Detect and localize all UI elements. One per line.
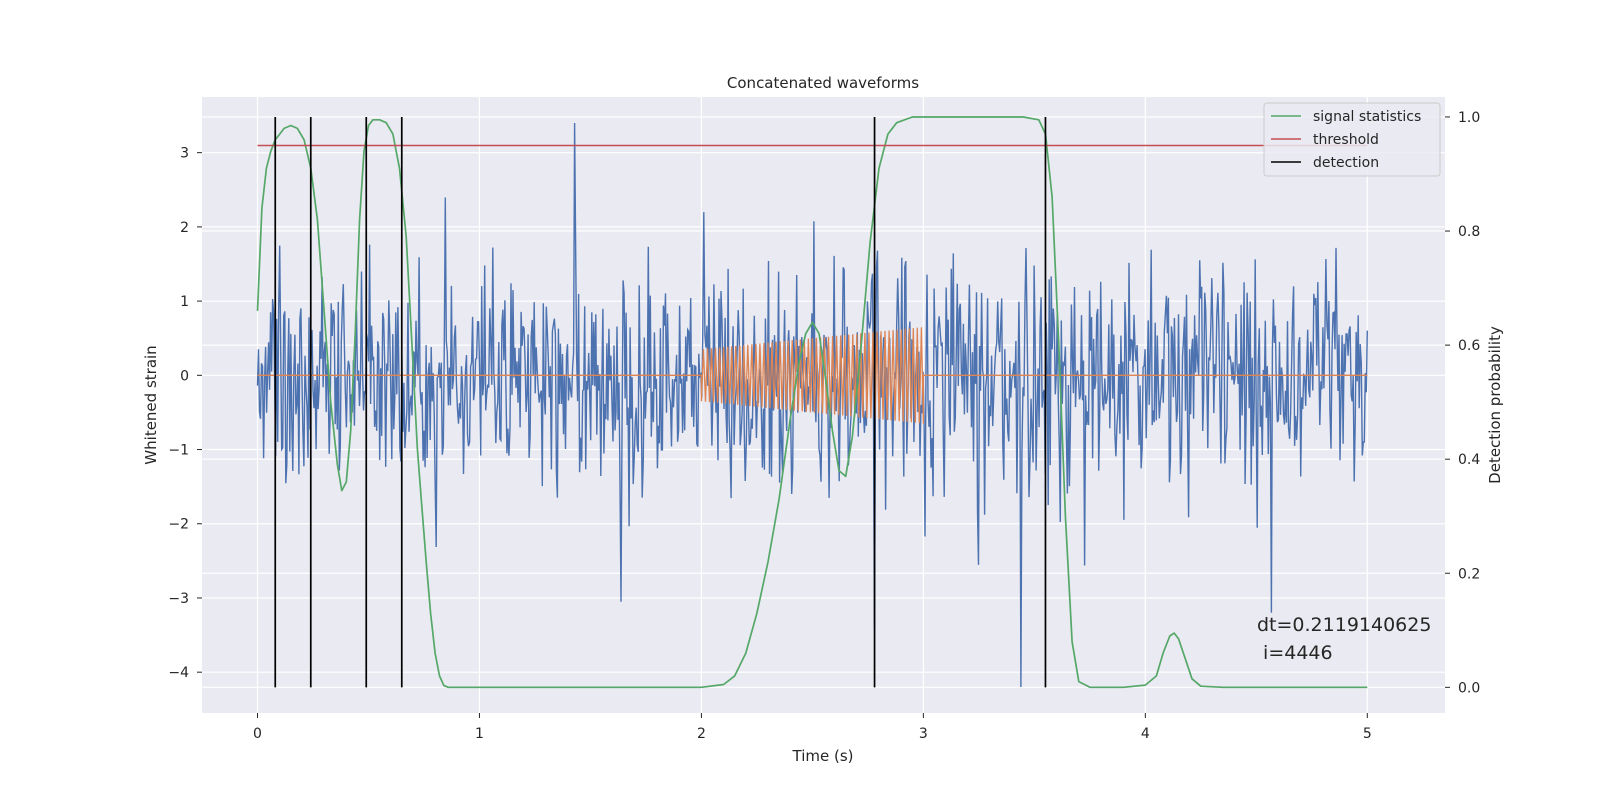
y2-tick-label: 0.0	[1458, 680, 1480, 696]
injection-series	[257, 327, 1368, 424]
x-tick-label: 5	[1363, 726, 1372, 742]
legend-box	[1263, 102, 1441, 177]
y2-tick-label: 0.8	[1458, 224, 1480, 240]
y-tick-label: −3	[168, 591, 189, 607]
injected-waveform-line	[257, 327, 1368, 424]
axes: 0 1 2 3 4 5 −4 −3 −2 −1 0 1 2 3 0.0 0.2 0.4 0.6 0.8 1.0	[168, 110, 1480, 742]
y2-tick-label: 1.0	[1458, 110, 1480, 126]
y-tick-label: 1	[180, 294, 189, 310]
y-axis-label: Whitened strain	[142, 345, 160, 464]
y-tick-label: −1	[168, 443, 189, 459]
x-tick-label: 3	[919, 726, 928, 742]
annotation-dt: dt=0.2119140625	[1257, 614, 1431, 636]
y2-tick-label: 0.4	[1458, 452, 1480, 468]
legend: signal statistics threshold detection	[1263, 102, 1441, 177]
y-tick-label: −2	[168, 517, 189, 533]
y-tick-label: −4	[168, 665, 189, 681]
legend-label-detection: detection	[1313, 155, 1379, 171]
x-tick-label: 0	[253, 726, 262, 742]
x-tick-label: 4	[1141, 726, 1150, 742]
detection-series	[274, 116, 1047, 688]
x-axis-label: Time (s)	[792, 747, 854, 765]
y2-axis-label: Detection probability	[1486, 326, 1504, 484]
legend-label-threshold: threshold	[1313, 132, 1379, 148]
annotation-index: i=4446	[1257, 642, 1333, 664]
x-tick-label: 1	[475, 726, 484, 742]
y2-tick-label: 0.6	[1458, 338, 1480, 354]
x-tick-label: 2	[697, 726, 706, 742]
y-tick-label: 3	[180, 146, 189, 162]
y2-tick-label: 0.2	[1458, 566, 1480, 582]
chart-title: Concatenated waveforms	[727, 74, 919, 92]
y-tick-label: 0	[180, 368, 189, 384]
legend-label-signal-statistics: signal statistics	[1313, 109, 1421, 125]
y-tick-label: 2	[180, 220, 189, 236]
signal-statistics-series	[256, 116, 1368, 689]
signal-statistics-line	[256, 116, 1368, 689]
